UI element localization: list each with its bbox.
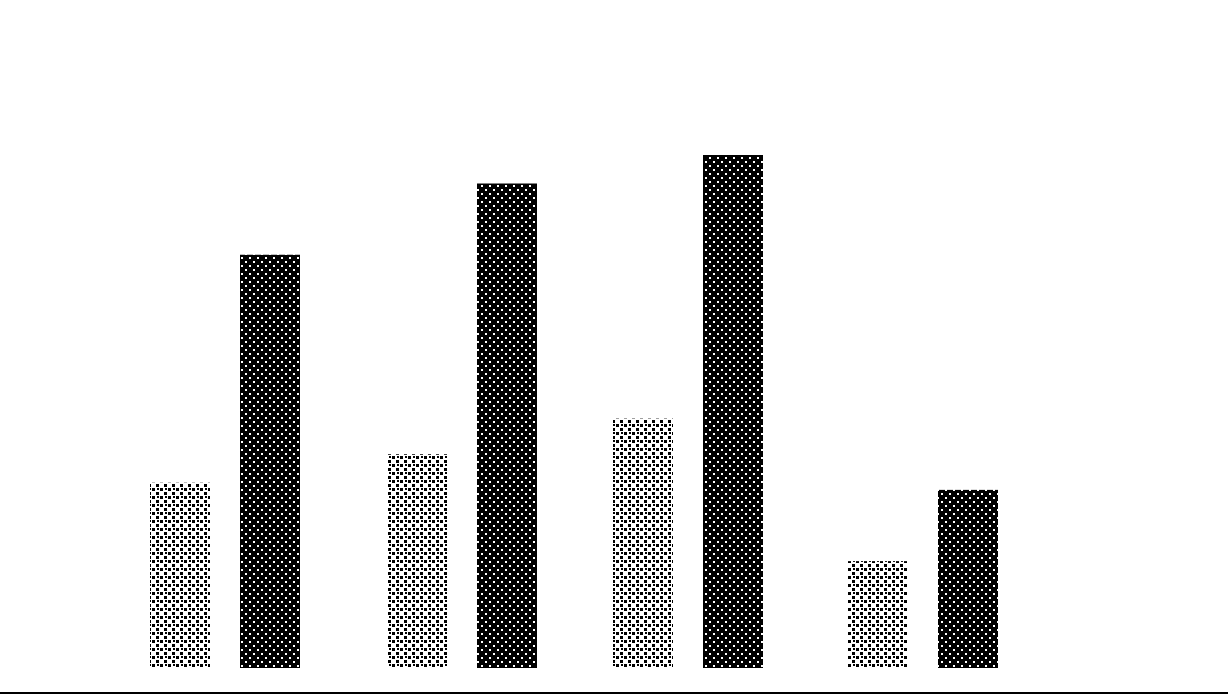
bar-series-2-cat-4 — [938, 489, 998, 668]
bar-series-2-cat-2 — [477, 183, 537, 668]
bars-group — [150, 155, 998, 668]
bar-series-1-cat-2 — [387, 454, 447, 668]
bar-series-2-cat-3 — [703, 155, 763, 668]
bar-series-1-cat-3 — [613, 418, 673, 668]
bar-series-2-cat-1 — [240, 254, 300, 668]
bar-series-1-cat-1 — [150, 482, 210, 668]
bar-series-1-cat-4 — [848, 561, 908, 668]
